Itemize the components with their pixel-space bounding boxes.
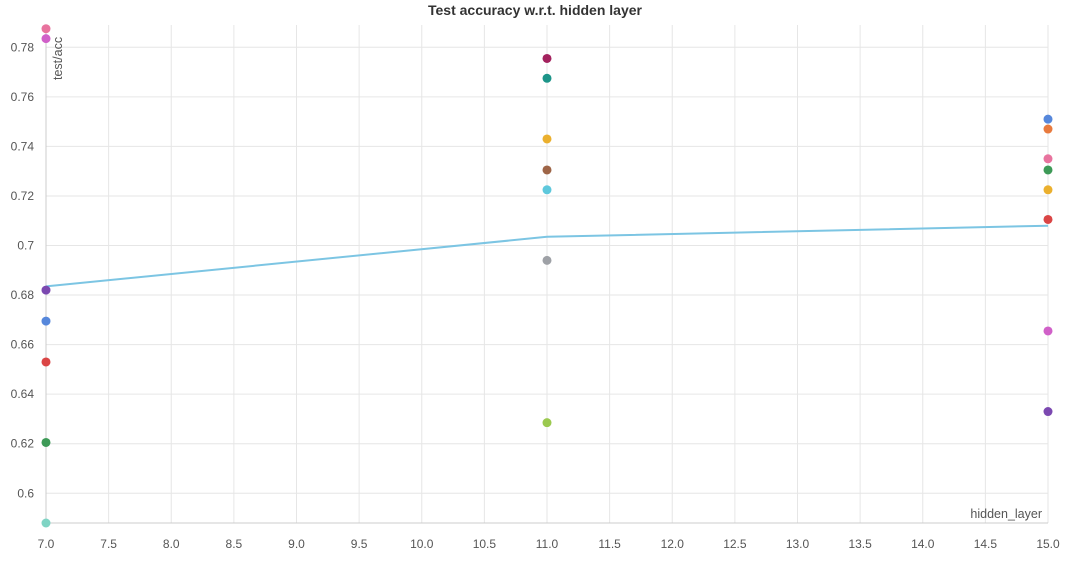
x-tick-label: 9.0	[288, 537, 305, 551]
chart-title: Test accuracy w.r.t. hidden layer	[428, 2, 643, 18]
data-point	[41, 316, 51, 326]
y-tick-label: 0.76	[11, 90, 35, 104]
data-point	[1043, 407, 1053, 417]
y-tick-label: 0.78	[11, 40, 35, 54]
x-tick-label: 7.5	[100, 537, 117, 551]
data-point	[41, 357, 51, 367]
data-point	[41, 24, 51, 34]
x-tick-label: 10.5	[473, 537, 497, 551]
data-point	[41, 34, 51, 44]
y-tick-label: 0.72	[11, 189, 35, 203]
y-tick-label: 0.7	[17, 239, 34, 253]
data-point	[1043, 326, 1053, 336]
y-tick-label: 0.74	[11, 139, 35, 153]
x-tick-label: 14.0	[911, 537, 935, 551]
data-point	[542, 73, 552, 83]
data-point	[542, 165, 552, 175]
trend-line	[45, 224, 1049, 288]
data-point	[41, 518, 51, 528]
x-tick-label: 12.0	[661, 537, 685, 551]
x-tick-label: 13.5	[848, 537, 872, 551]
data-point	[542, 53, 552, 63]
x-tick-label: 10.0	[410, 537, 434, 551]
data-point	[1043, 124, 1053, 134]
data-point	[1043, 154, 1053, 164]
y-tick-label: 0.66	[11, 338, 35, 352]
data-point	[542, 134, 552, 144]
y-tick-label: 0.62	[11, 437, 35, 451]
data-point	[41, 437, 51, 447]
data-point	[1043, 114, 1053, 124]
x-axis-label: hidden_layer	[970, 507, 1042, 521]
y-tick-labels: 0.6 0.62 0.64 0.66 0.68 0.7 0.72 0.74 0.76 0.78	[11, 40, 35, 500]
x-tick-label: 8.0	[163, 537, 180, 551]
data-point	[542, 255, 552, 265]
x-tick-label: 12.5	[723, 537, 747, 551]
data-point	[1043, 165, 1053, 175]
data-point	[542, 185, 552, 195]
x-tick-label: 15.0	[1036, 537, 1060, 551]
data-points	[41, 24, 1053, 528]
x-tick-label: 11.5	[598, 537, 621, 551]
data-point	[1043, 214, 1053, 224]
data-point	[41, 285, 51, 295]
x-tick-label: 11.0	[536, 537, 559, 551]
y-axis-label: test/acc	[51, 37, 65, 80]
data-point	[1043, 185, 1053, 195]
x-tick-label: 7.0	[38, 537, 55, 551]
x-tick-label: 9.5	[351, 537, 368, 551]
y-tick-label: 0.68	[11, 288, 35, 302]
x-tick-label: 8.5	[226, 537, 243, 551]
data-point	[542, 418, 552, 428]
x-tick-label: 14.5	[974, 537, 998, 551]
x-tick-labels: 7.0 7.5 8.0 8.5 9.0 9.5 10.0 10.5 11.0 11.5 12.0 12…	[38, 537, 1060, 551]
grid-lines	[45, 25, 1049, 523]
y-tick-label: 0.6	[17, 486, 34, 500]
x-tick-label: 13.0	[786, 537, 810, 551]
y-tick-label: 0.64	[11, 387, 35, 401]
